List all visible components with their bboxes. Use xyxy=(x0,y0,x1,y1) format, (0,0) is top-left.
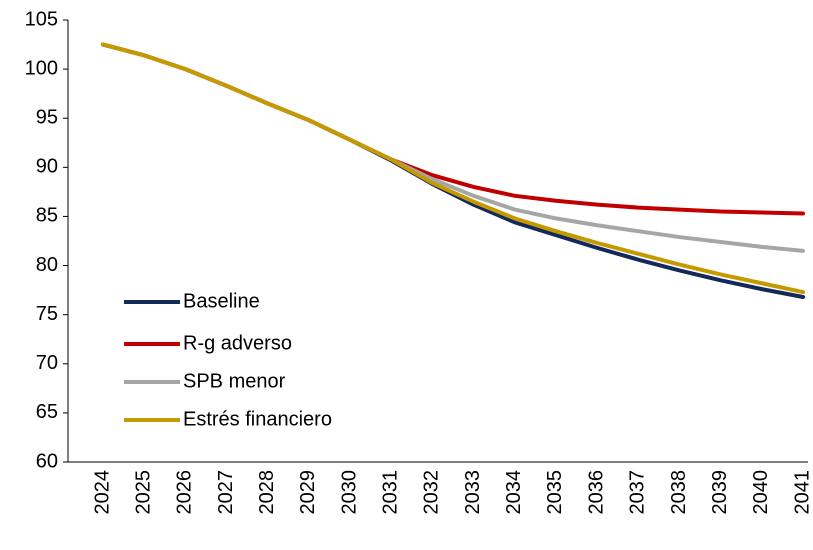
x-tick-label: 2026 xyxy=(174,470,196,515)
x-tick-label: 2038 xyxy=(668,470,690,515)
legend-label: SPB menor xyxy=(183,370,286,392)
y-tick-label: 65 xyxy=(36,401,58,423)
x-tick-label: 2032 xyxy=(421,470,443,515)
x-tick-label: 2037 xyxy=(627,470,649,515)
x-tick-label: 2041 xyxy=(791,470,813,515)
x-tick-label: 2034 xyxy=(503,470,525,515)
legend-label: Baseline xyxy=(183,290,260,312)
x-tick-label: 2040 xyxy=(750,470,772,515)
x-tick-label: 2031 xyxy=(380,470,402,515)
x-tick-label: 2035 xyxy=(544,470,566,515)
series-line xyxy=(101,42,805,253)
y-tick-label: 75 xyxy=(36,303,58,325)
legend-label: Estrés financiero xyxy=(183,408,332,430)
legend-label: R-g adverso xyxy=(183,332,292,354)
x-tick-label: 2033 xyxy=(462,470,484,514)
x-tick-label: 2025 xyxy=(132,470,154,515)
series-line xyxy=(101,42,805,295)
y-tick-label: 105 xyxy=(25,8,58,30)
y-tick-label: 95 xyxy=(36,107,58,129)
x-tick-label: 2027 xyxy=(215,470,237,515)
y-tick-label: 70 xyxy=(36,352,58,374)
x-tick-label: 2029 xyxy=(297,470,319,515)
x-tick-label: 2030 xyxy=(338,470,360,515)
y-tick-label: 60 xyxy=(36,450,58,472)
y-tick-label: 90 xyxy=(36,156,58,178)
x-tick-label: 2024 xyxy=(91,470,113,515)
x-tick-label: 2039 xyxy=(709,470,731,515)
x-tick-label: 2036 xyxy=(585,470,607,515)
y-tick-label: 85 xyxy=(36,205,58,227)
y-tick-label: 100 xyxy=(25,57,58,79)
series-line xyxy=(101,42,805,299)
x-tick-label: 2028 xyxy=(256,470,278,515)
y-tick-label: 80 xyxy=(36,254,58,276)
